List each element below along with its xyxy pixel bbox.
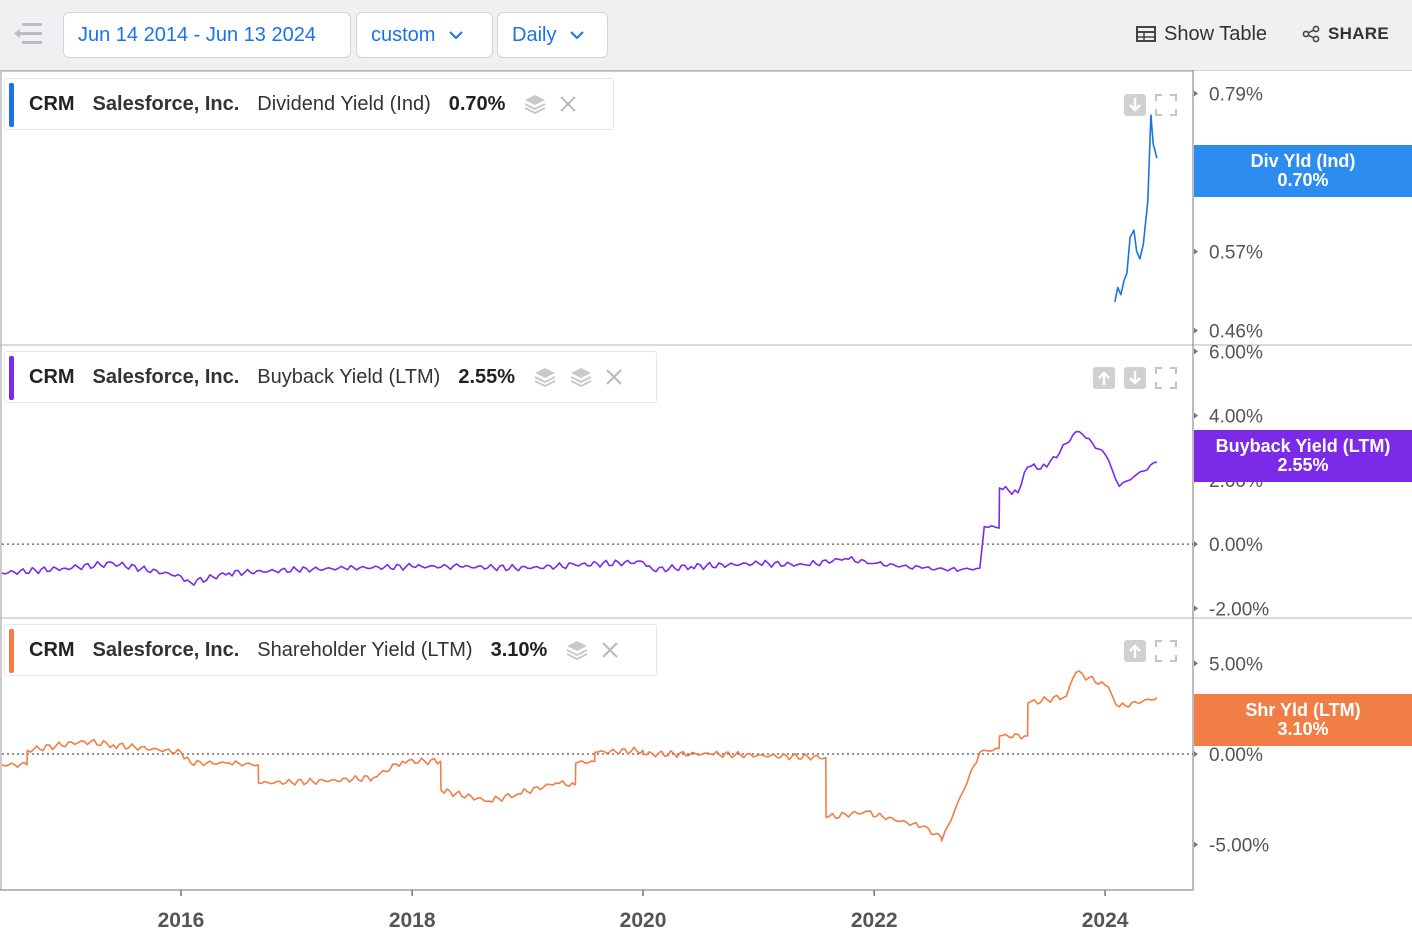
close-icon[interactable] — [605, 368, 623, 386]
chevron-down-icon — [570, 31, 585, 40]
value-tag-buyback: Buyback Yield (LTM) 2.55% — [1194, 430, 1412, 482]
layers-icon[interactable] — [565, 639, 589, 661]
legend-ticker: CRM — [29, 365, 75, 388]
layers-icon[interactable] — [569, 366, 593, 388]
date-range-label: Jun 14 2014 - Jun 13 2024 — [78, 23, 316, 46]
y-tick-mark — [1194, 348, 1198, 355]
legend-company: Salesforce, Inc. — [92, 638, 240, 661]
legend-buyback-yield: CRM Salesforce, Inc. Buyback Yield (LTM)… — [4, 351, 657, 403]
value-tag-value: 0.70% — [1277, 170, 1329, 190]
legend-company: Salesforce, Inc. — [92, 365, 240, 388]
x-tick-label: 2016 — [158, 909, 205, 932]
layers-icon[interactable] — [533, 366, 557, 388]
legend-value: 3.10% — [490, 638, 548, 661]
frequency-dropdown[interactable]: Daily — [497, 12, 608, 58]
frequency-label: Daily — [512, 23, 557, 46]
y-tick-mark — [1194, 660, 1198, 667]
legend-ticker: CRM — [29, 638, 75, 661]
move-down-icon[interactable] — [1123, 93, 1147, 117]
close-icon[interactable] — [601, 641, 619, 659]
move-up-icon[interactable] — [1123, 639, 1147, 663]
value-tag-shareholder: Shr Yld (LTM) 3.10% — [1194, 694, 1412, 746]
expand-icon[interactable] — [1154, 639, 1178, 663]
toolbar: Jun 14 2014 - Jun 13 2024 custom Daily S… — [0, 0, 1412, 71]
legend-color-bar — [9, 83, 14, 127]
chart-svg: 0.79%0.68%0.57%0.46%6.00%4.00%2.00%0.00%… — [0, 70, 1412, 932]
value-tag-value: 3.10% — [1277, 719, 1329, 739]
y-tick-label: 4.00% — [1209, 407, 1263, 428]
legend-color-bar — [9, 629, 14, 673]
close-icon[interactable] — [559, 95, 577, 113]
value-tag-label: Div Yld (Ind) — [1250, 151, 1356, 171]
period-dropdown[interactable]: custom — [356, 12, 493, 58]
legend-metric: Dividend Yield (Ind) — [257, 92, 431, 115]
layers-icon[interactable] — [523, 93, 547, 115]
expand-icon[interactable] — [1154, 93, 1178, 117]
legend-value: 2.55% — [458, 365, 516, 388]
x-tick-label: 2018 — [389, 909, 436, 932]
series-line — [1, 670, 1158, 842]
chart-area: 0.79%0.68%0.57%0.46%6.00%4.00%2.00%0.00%… — [0, 70, 1412, 939]
x-tick-label: 2022 — [851, 909, 898, 932]
y-tick-label: 6.00% — [1209, 342, 1263, 363]
y-tick-mark — [1194, 751, 1198, 757]
y-tick-label: 0.79% — [1209, 85, 1263, 106]
y-tick-label: 0.00% — [1209, 535, 1263, 556]
legend-value: 0.70% — [448, 92, 506, 115]
y-tick-label: -5.00% — [1209, 836, 1269, 857]
y-tick-label: -2.00% — [1209, 599, 1269, 620]
y-tick-mark — [1194, 248, 1198, 255]
x-tick-label: 2020 — [620, 909, 667, 932]
value-tag-value: 2.55% — [1277, 455, 1329, 475]
share-icon — [1302, 25, 1320, 43]
move-up-icon[interactable] — [1092, 366, 1116, 390]
x-tick-label: 2024 — [1082, 909, 1129, 932]
menu-collapse-icon[interactable] — [12, 20, 44, 48]
legend-metric: Buyback Yield (LTM) — [257, 365, 441, 388]
value-tag-label: Shr Yld (LTM) — [1245, 700, 1361, 720]
share-label: SHARE — [1328, 24, 1390, 43]
legend-metric: Shareholder Yield (LTM) — [257, 638, 473, 661]
legend-color-bar — [9, 356, 14, 400]
y-tick-mark — [1194, 841, 1198, 848]
y-tick-label: 0.00% — [1209, 745, 1263, 766]
y-tick-mark — [1194, 412, 1198, 419]
y-tick-label: 0.46% — [1209, 322, 1263, 343]
chevron-down-icon — [449, 31, 464, 40]
share-button[interactable]: SHARE — [1302, 20, 1389, 48]
series-line — [1114, 114, 1158, 303]
y-tick-mark — [1194, 541, 1198, 548]
series-line — [1, 430, 1158, 586]
value-tag-dividend: Div Yld (Ind) 0.70% — [1194, 145, 1412, 197]
y-tick-mark — [1194, 90, 1198, 97]
date-range-button[interactable]: Jun 14 2014 - Jun 13 2024 — [63, 12, 351, 58]
expand-icon[interactable] — [1154, 366, 1178, 390]
y-tick-label: 5.00% — [1209, 654, 1263, 675]
table-icon — [1136, 26, 1156, 42]
value-tag-label: Buyback Yield (LTM) — [1215, 436, 1391, 456]
period-label: custom — [371, 23, 436, 46]
legend-company: Salesforce, Inc. — [92, 92, 240, 115]
y-tick-label: 0.57% — [1209, 243, 1263, 264]
legend-dividend-yield: CRM Salesforce, Inc. Dividend Yield (Ind… — [4, 78, 614, 130]
y-tick-mark — [1194, 327, 1198, 334]
legend-shareholder-yield: CRM Salesforce, Inc. Shareholder Yield (… — [4, 624, 657, 676]
show-table-button[interactable]: Show Table — [1136, 20, 1267, 48]
show-table-label: Show Table — [1164, 22, 1268, 45]
move-down-icon[interactable] — [1123, 366, 1147, 390]
y-tick-mark — [1194, 605, 1198, 612]
plot-frame — [0, 70, 1194, 891]
legend-ticker: CRM — [29, 92, 75, 115]
